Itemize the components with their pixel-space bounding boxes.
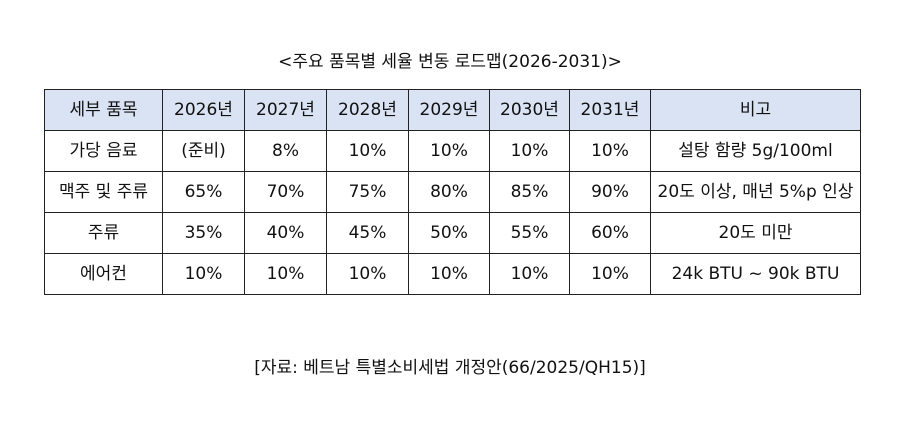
table-cell: 70% [244, 171, 327, 213]
table-cell: 55% [489, 212, 570, 254]
table-cell: 10% [569, 253, 651, 295]
table-cell: 75% [326, 171, 409, 213]
row-header: 에어컨 [44, 253, 163, 295]
table-cell: 10% [489, 253, 570, 295]
column-header: 2030년 [489, 89, 570, 131]
table-cell: 65% [162, 171, 245, 213]
roadmap-table: 세부 품목 2026년 2027년 2028년 2029년 2030년 2031년 비고 가당… [44, 89, 861, 295]
table-cell: 20도 이상, 매년 5%p 인상 [650, 171, 861, 213]
column-header: 2031년 [569, 89, 651, 131]
table-row: 에어컨 10% 10% 10% 10% 10% 10% 24k BTU ~ 90k BTU [44, 253, 861, 295]
row-header: 맥주 및 주류 [44, 171, 163, 213]
table-row: 주류 35% 40% 45% 50% 55% 60% 20도 미만 [44, 212, 861, 254]
table-cell: 85% [489, 171, 570, 213]
table-cell: 80% [408, 171, 490, 213]
table-cell: 10% [326, 253, 409, 295]
table-row: 가당 음료 (준비) 8% 10% 10% 10% 10% 설탕 함량 5g/100ml [44, 130, 861, 172]
table-cell: 40% [244, 212, 327, 254]
table-body: 가당 음료 (준비) 8% 10% 10% 10% 10% 설탕 함량 5g/100ml 맥주 … [44, 130, 861, 295]
table-cell: 24k BTU ~ 90k BTU [650, 253, 861, 295]
table-cell: 60% [569, 212, 651, 254]
column-header: 2026년 [162, 89, 245, 131]
table-cell: 50% [408, 212, 490, 254]
title: <주요 품목별 세율 변동 로드맵(2026-2031)> [278, 52, 622, 72]
table-cell: 8% [244, 130, 327, 172]
table-cell: (준비) [162, 130, 245, 172]
table-cell: 10% [569, 130, 651, 172]
column-header: 세부 품목 [44, 89, 163, 131]
table-cell: 90% [569, 171, 651, 213]
table-cell: 45% [326, 212, 409, 254]
table-row: 맥주 및 주류 65% 70% 75% 80% 85% 90% 20도 이상, 매년 5%p … [44, 171, 861, 213]
table-cell: 10% [489, 130, 570, 172]
table-cell: 10% [408, 253, 490, 295]
row-header: 가당 음료 [44, 130, 163, 172]
table-cell: 10% [408, 130, 490, 172]
source-note: [자료: 베트남 특별소비세법 개정안(66/2025/QH15)] [254, 358, 646, 378]
table-cell: 10% [244, 253, 327, 295]
column-header: 2028년 [326, 89, 409, 131]
row-header: 주류 [44, 212, 163, 254]
column-header: 2027년 [244, 89, 327, 131]
header-row: 세부 품목 2026년 2027년 2028년 2029년 2030년 2031년 비고 [44, 89, 861, 131]
table-cell: 10% [326, 130, 409, 172]
table-cell: 설탕 함량 5g/100ml [650, 130, 861, 172]
table-cell: 35% [162, 212, 245, 254]
column-header: 2029년 [408, 89, 490, 131]
table-cell: 20도 미만 [650, 212, 861, 254]
column-header: 비고 [650, 89, 861, 131]
table-cell: 10% [162, 253, 245, 295]
